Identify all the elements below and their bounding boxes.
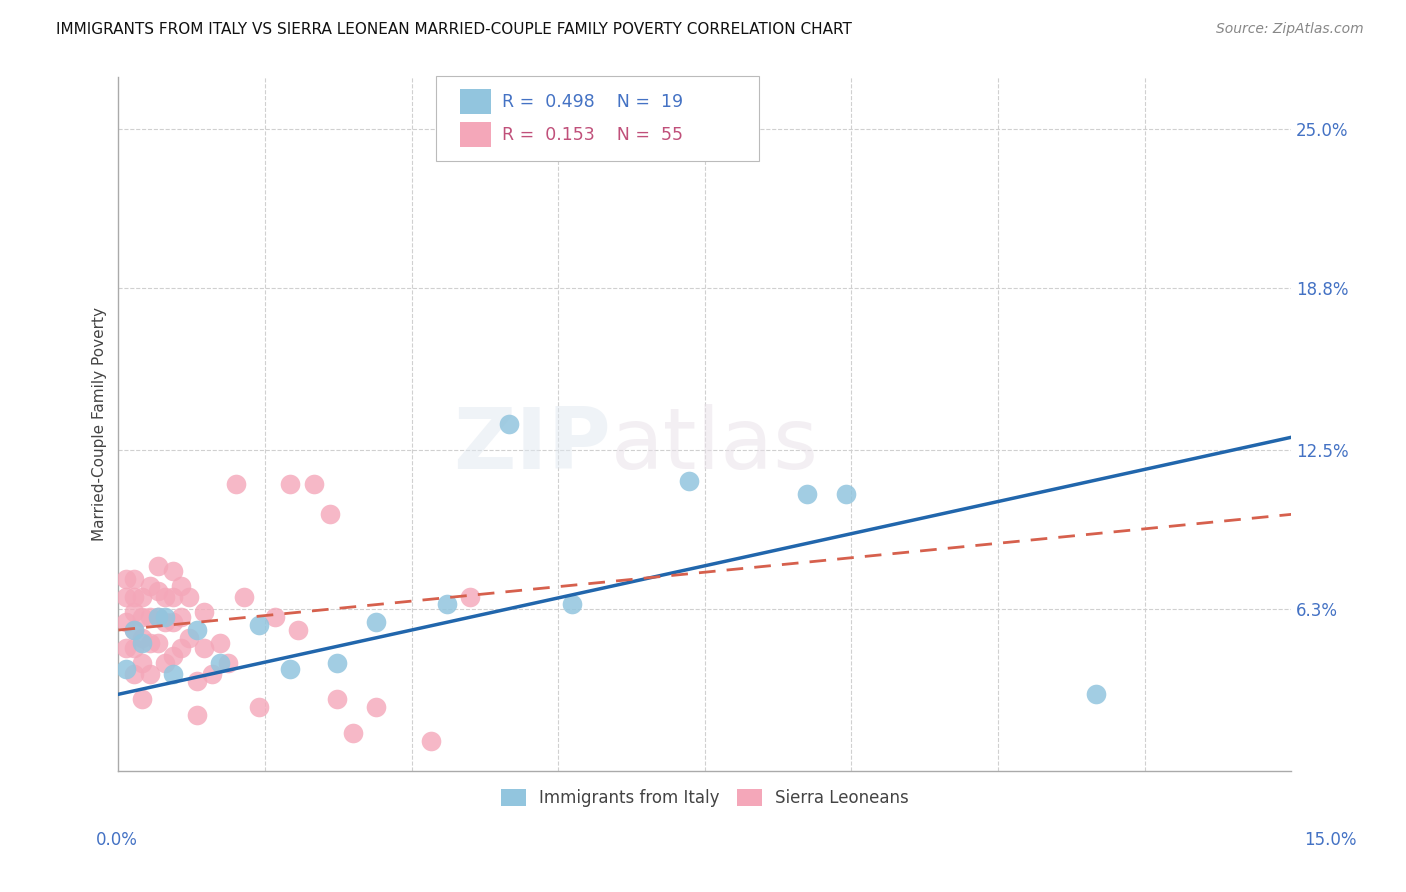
Point [225, 476, 247, 491]
Point [280, 662, 302, 676]
Point [247, 618, 270, 632]
Point [138, 610, 160, 624]
Text: Source: ZipAtlas.com: Source: ZipAtlas.com [1216, 22, 1364, 37]
Point [170, 640, 193, 655]
Point [115, 572, 138, 586]
Text: ZIP: ZIP [453, 404, 612, 487]
Point [280, 476, 302, 491]
Point [186, 623, 208, 637]
Point [193, 640, 215, 655]
Point [162, 666, 184, 681]
Point [217, 657, 239, 671]
Point [131, 610, 153, 624]
Point [366, 615, 388, 630]
Point [186, 707, 208, 722]
Point [498, 417, 520, 432]
Point [146, 610, 169, 624]
Point [247, 700, 270, 714]
Point [302, 476, 325, 491]
Point [115, 615, 138, 630]
Point [177, 590, 200, 604]
Point [193, 605, 215, 619]
Point [170, 579, 193, 593]
Point [366, 700, 388, 714]
Point [460, 590, 482, 604]
Point [834, 487, 856, 501]
Point [131, 692, 153, 706]
Y-axis label: Married-Couple Family Poverty: Married-Couple Family Poverty [93, 308, 107, 541]
Point [146, 610, 169, 624]
Point [122, 623, 145, 637]
Point [138, 666, 160, 681]
Text: R =  0.153    N =  55: R = 0.153 N = 55 [502, 126, 683, 144]
Point [232, 590, 254, 604]
Point [162, 564, 184, 578]
Point [318, 508, 340, 522]
Text: R =  0.498    N =  19: R = 0.498 N = 19 [502, 93, 683, 111]
Point [326, 657, 349, 671]
Point [287, 623, 309, 637]
Point [436, 597, 458, 611]
Point [122, 623, 145, 637]
Point [122, 590, 145, 604]
Point [115, 640, 138, 655]
Point [131, 636, 153, 650]
Point [122, 605, 145, 619]
Point [131, 631, 153, 645]
Point [796, 487, 818, 501]
Text: atlas: atlas [612, 404, 820, 487]
Point [209, 636, 232, 650]
Point [155, 610, 177, 624]
Point [263, 610, 285, 624]
Point [420, 733, 443, 747]
Point [1084, 687, 1107, 701]
Legend: Immigrants from Italy, Sierra Leoneans: Immigrants from Italy, Sierra Leoneans [492, 780, 917, 815]
Point [170, 610, 193, 624]
Point [186, 674, 208, 689]
Point [342, 726, 364, 740]
Point [115, 590, 138, 604]
Point [162, 590, 184, 604]
Point [138, 579, 160, 593]
Point [122, 640, 145, 655]
Point [209, 657, 232, 671]
Point [162, 648, 184, 663]
Point [146, 558, 169, 573]
Point [561, 597, 583, 611]
Point [326, 692, 349, 706]
Point [678, 474, 700, 488]
Point [177, 631, 200, 645]
Text: 0.0%: 0.0% [96, 831, 138, 849]
Point [122, 572, 145, 586]
Point [146, 584, 169, 599]
Point [131, 590, 153, 604]
Point [138, 636, 160, 650]
Point [201, 666, 224, 681]
Text: 15.0%: 15.0% [1305, 831, 1357, 849]
Point [155, 590, 177, 604]
Point [146, 636, 169, 650]
Point [162, 615, 184, 630]
Point [122, 666, 145, 681]
Point [115, 662, 138, 676]
Point [155, 657, 177, 671]
Text: IMMIGRANTS FROM ITALY VS SIERRA LEONEAN MARRIED-COUPLE FAMILY POVERTY CORRELATIO: IMMIGRANTS FROM ITALY VS SIERRA LEONEAN … [56, 22, 852, 37]
Point [155, 615, 177, 630]
Point [131, 657, 153, 671]
